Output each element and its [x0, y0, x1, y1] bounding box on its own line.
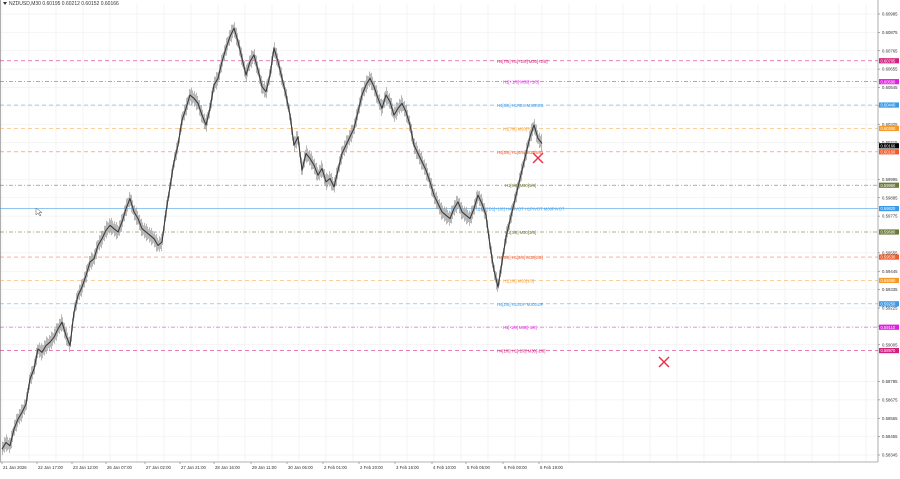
- price-tick-label: 0.59445: [882, 269, 898, 274]
- price-axis[interactable]: 0.60985 0.60875 0.60765 0.60655 0.60545 0.604…: [878, 12, 899, 458]
- time-tick-label: 27 Jan 21:00: [181, 465, 206, 470]
- level-label: H1[+1/8] M30[+1/8]: [503, 80, 539, 85]
- svg-text:0.59680: 0.59680: [881, 230, 897, 235]
- current-price-marker: 0.60166: [879, 143, 899, 148]
- grid-lines: [0, 0, 879, 463]
- price-tick-label: 0.60545: [882, 85, 898, 90]
- price-tick-label: 0.58785: [882, 379, 898, 384]
- level-price-marker: 0.59250: [879, 301, 899, 307]
- level-label: H1[7/8] M30[7/8]: [503, 126, 534, 131]
- price-tick-label: 0.59005: [882, 342, 898, 347]
- level-price-marker: 0.58970: [879, 347, 899, 354]
- level-price-marker: 0.60580: [879, 79, 899, 84]
- level-price-marker: 0.59960: [879, 182, 899, 188]
- svg-text:0.60300: 0.60300: [881, 126, 897, 131]
- price-tick-label: 0.60765: [882, 48, 898, 53]
- svg-text:0.59530: 0.59530: [881, 255, 897, 260]
- time-tick-label: 28 Jan 16:00: [215, 465, 240, 470]
- time-tick-label: 2 Feb 20:00: [360, 465, 384, 470]
- price-tick-label: 0.59335: [882, 287, 898, 292]
- price-line: [1, 27, 543, 450]
- level-price-marker: 0.60160: [879, 149, 899, 154]
- level-price-marker: 0.59530: [879, 254, 899, 260]
- level-price-marker: 0.59390: [879, 277, 899, 284]
- time-tick-label: 29 Jan 11:00: [252, 465, 277, 470]
- mouse-cursor-icon: [35, 207, 43, 217]
- time-tick-label: 3 Feb 15:00: [396, 465, 420, 470]
- svg-text:0.60705: 0.60705: [881, 58, 897, 63]
- price-tick-label: 0.60655: [882, 67, 898, 72]
- price-tick-label: 0.59775: [882, 214, 898, 219]
- price-tick-label: 0.59995: [882, 177, 898, 182]
- time-tick-label: 22 Jan 17:00: [38, 465, 63, 470]
- level-label: H4[5/8] H1[6/8] M30[6/8]: [497, 150, 543, 155]
- level-label: H1[-1/8] M30[-1/8]: [503, 325, 537, 330]
- annotations: [35, 152, 670, 368]
- price-series: [1, 22, 543, 455]
- time-tick-label: 23 Jan 12:00: [73, 465, 98, 470]
- time-tick-label: 6 Feb 19:00: [540, 465, 564, 470]
- svg-text:0.59110: 0.59110: [881, 325, 896, 330]
- chart-title: NZDUSD,M30 0.60195 0.60212 0.60152 0.601…: [3, 1, 119, 7]
- time-tick-label: 2 Feb 01:00: [324, 465, 348, 470]
- time-tick-label: 5 Feb 05:00: [467, 465, 491, 470]
- price-tick-label: 0.58455: [882, 434, 898, 439]
- level-price-marker: 0.60300: [879, 125, 899, 132]
- svg-text:0.59250: 0.59250: [881, 301, 897, 306]
- time-tick-label: 6 Feb 00:00: [504, 465, 528, 470]
- svg-text:0.60440: 0.60440: [881, 103, 897, 108]
- chart-title-text: NZDUSD,M30 0.60195 0.60212 0.60152 0.601…: [9, 1, 119, 7]
- level-label: H4[3/8] H1[2/8] M30[2/8]: [497, 255, 543, 260]
- svg-text:0.59820: 0.59820: [881, 206, 897, 211]
- svg-text:0.60160: 0.60160: [881, 149, 897, 154]
- price-tick-label: 0.60985: [882, 12, 898, 17]
- level-price-marker: 0.59680: [879, 229, 899, 235]
- x-marker-icon[interactable]: [658, 356, 670, 368]
- level-label: H1[5/8] M30[5/8]: [505, 183, 536, 188]
- price-tick-label: 0.60215: [882, 140, 898, 145]
- time-tick-label: 26 Jan 07:00: [107, 465, 132, 470]
- level-price-marker: 0.59820: [879, 206, 899, 211]
- x-marker-icon[interactable]: [532, 152, 544, 164]
- price-tick-label: 0.60875: [882, 30, 898, 35]
- time-axis[interactable]: 21 Jan 2026 22 Jan 17:00 23 Jan 12:00 26 Ja…: [1, 462, 564, 470]
- time-tick-label: 4 Feb 10:00: [433, 465, 457, 470]
- svg-text:0.59960: 0.59960: [881, 183, 897, 188]
- svg-text:0.60166: 0.60166: [881, 143, 897, 148]
- level-label: H4[1/8] H1[-2/8] M30[-2/8]: [497, 349, 545, 354]
- time-tick-label: 21 Jan 2026: [3, 465, 27, 470]
- price-tick-label: 0.59225: [882, 306, 898, 311]
- level-label: H4[2/8] H1SUP M30SUP: [497, 302, 544, 307]
- level-label: H1[3/8] M30[3/8]: [505, 230, 536, 235]
- level-label: H1[4/8] D1[+1/8] H4PIVOT H1PIVOT M30PIVO…: [474, 207, 565, 212]
- dropdown-triangle-icon[interactable]: [3, 2, 7, 6]
- price-tick-label: 0.58565: [882, 416, 898, 421]
- price-tick-label: 0.60325: [882, 122, 898, 127]
- svg-text:0.60580: 0.60580: [881, 79, 897, 84]
- svg-text:0.59390: 0.59390: [881, 278, 897, 283]
- time-tick-label: 27 Jan 02:00: [146, 465, 171, 470]
- level-price-marker: 0.60440: [879, 102, 899, 108]
- level-label: H4[7/8] H1[+2/8] M30[+2/8]: [497, 59, 548, 64]
- svg-text:0.58970: 0.58970: [881, 348, 897, 353]
- price-tick-label: 0.59555: [882, 250, 898, 255]
- price-tick-label: 0.58345: [882, 453, 898, 458]
- price-tick-label: 0.58675: [882, 397, 898, 402]
- level-label: H4[6/8] H1RES M30RES: [497, 103, 544, 108]
- level-label: H1[1/8] M30[1/8]: [503, 278, 534, 283]
- time-tick-label: 30 Jan 06:00: [288, 465, 313, 470]
- level-price-marker: 0.60705: [879, 58, 899, 64]
- price-tick-label: 0.59885: [882, 195, 898, 200]
- level-price-marker: 0.59110: [879, 324, 899, 330]
